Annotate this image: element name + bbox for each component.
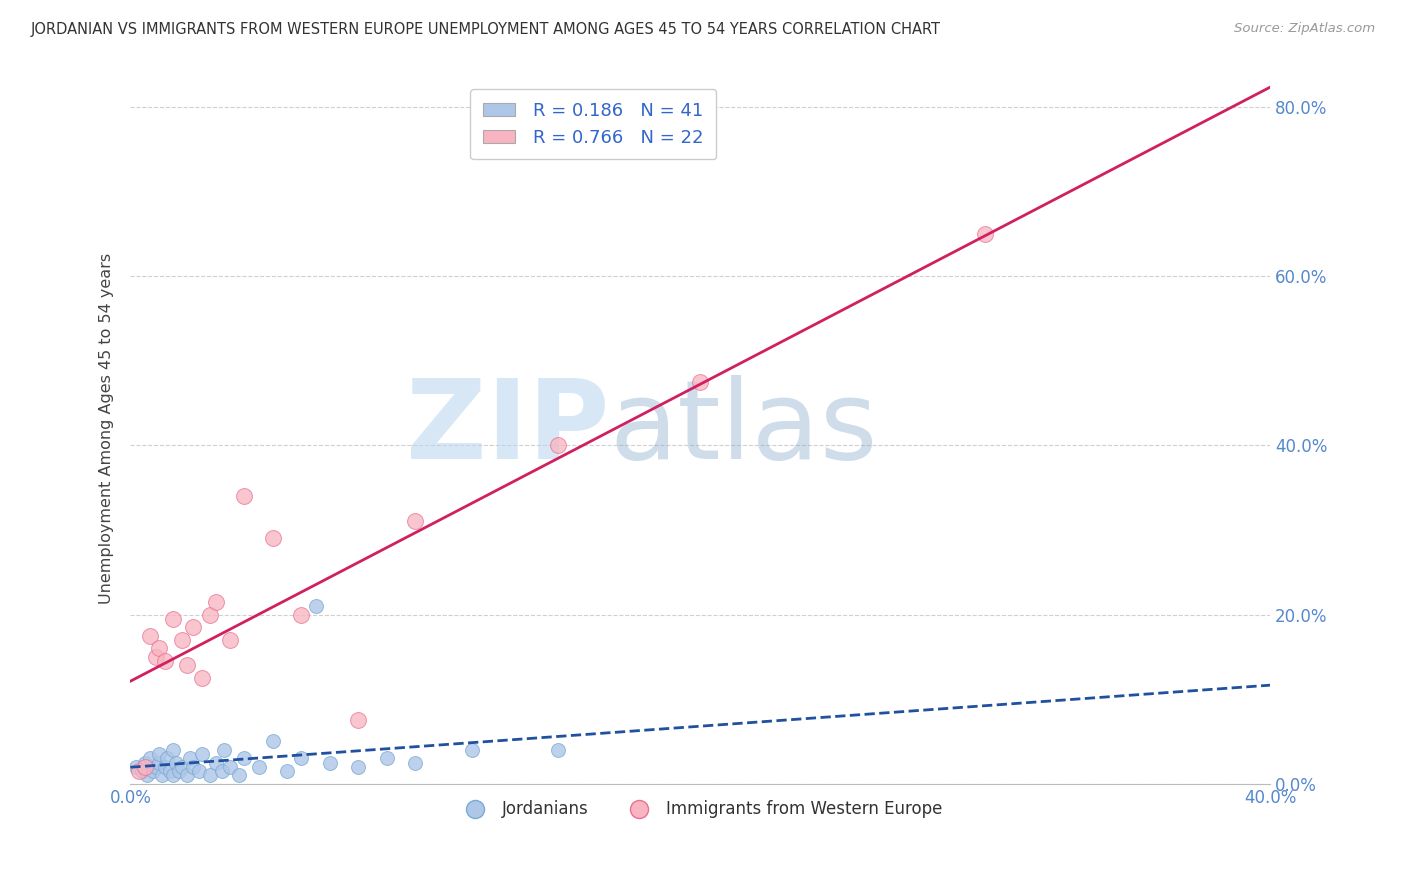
Point bbox=[375, 751, 398, 765]
Point bbox=[205, 595, 228, 609]
Point bbox=[233, 751, 256, 765]
Point bbox=[290, 607, 312, 622]
Point bbox=[181, 760, 204, 774]
Point bbox=[247, 760, 270, 774]
Point bbox=[181, 620, 204, 634]
Point bbox=[131, 764, 153, 778]
Point bbox=[347, 713, 370, 727]
Point bbox=[404, 515, 426, 529]
Point bbox=[162, 612, 184, 626]
Point bbox=[211, 764, 233, 778]
Point bbox=[176, 658, 198, 673]
Point bbox=[139, 751, 162, 765]
Point bbox=[262, 532, 284, 546]
Point bbox=[176, 768, 198, 782]
Point bbox=[153, 654, 176, 668]
Point bbox=[125, 760, 148, 774]
Point bbox=[145, 760, 167, 774]
Point bbox=[190, 671, 212, 685]
Point bbox=[148, 747, 170, 761]
Point bbox=[689, 375, 711, 389]
Point bbox=[190, 747, 212, 761]
Point bbox=[167, 764, 190, 778]
Point bbox=[145, 649, 167, 664]
Point bbox=[404, 756, 426, 770]
Point bbox=[134, 760, 156, 774]
Point bbox=[142, 764, 165, 778]
Point bbox=[170, 760, 193, 774]
Point bbox=[205, 756, 228, 770]
Point bbox=[148, 641, 170, 656]
Text: Source: ZipAtlas.com: Source: ZipAtlas.com bbox=[1234, 22, 1375, 36]
Legend: Jordanians, Immigrants from Western Europe: Jordanians, Immigrants from Western Euro… bbox=[453, 794, 949, 825]
Point bbox=[547, 438, 569, 452]
Point bbox=[276, 764, 298, 778]
Point bbox=[128, 764, 150, 778]
Point bbox=[170, 632, 193, 647]
Point bbox=[162, 743, 184, 757]
Y-axis label: Unemployment Among Ages 45 to 54 years: Unemployment Among Ages 45 to 54 years bbox=[100, 252, 114, 604]
Point bbox=[347, 760, 370, 774]
Text: JORDANIAN VS IMMIGRANTS FROM WESTERN EUROPE UNEMPLOYMENT AMONG AGES 45 TO 54 YEA: JORDANIAN VS IMMIGRANTS FROM WESTERN EUR… bbox=[31, 22, 941, 37]
Point bbox=[150, 768, 173, 782]
Point bbox=[461, 743, 484, 757]
Point bbox=[547, 743, 569, 757]
Point bbox=[198, 768, 221, 782]
Point bbox=[319, 756, 342, 770]
Point bbox=[187, 764, 209, 778]
Point bbox=[304, 599, 326, 613]
Point bbox=[974, 227, 997, 241]
Point bbox=[136, 768, 159, 782]
Text: ZIP: ZIP bbox=[406, 375, 609, 482]
Point bbox=[214, 743, 236, 757]
Point bbox=[219, 632, 242, 647]
Point bbox=[148, 756, 170, 770]
Point bbox=[262, 734, 284, 748]
Text: atlas: atlas bbox=[609, 375, 877, 482]
Point bbox=[165, 756, 187, 770]
Point bbox=[159, 764, 181, 778]
Point bbox=[139, 629, 162, 643]
Point bbox=[290, 751, 312, 765]
Point bbox=[219, 760, 242, 774]
Point bbox=[233, 489, 256, 503]
Point bbox=[134, 756, 156, 770]
Point bbox=[228, 768, 250, 782]
Point bbox=[162, 768, 184, 782]
Point bbox=[179, 751, 201, 765]
Point bbox=[198, 607, 221, 622]
Point bbox=[156, 751, 179, 765]
Point bbox=[153, 760, 176, 774]
